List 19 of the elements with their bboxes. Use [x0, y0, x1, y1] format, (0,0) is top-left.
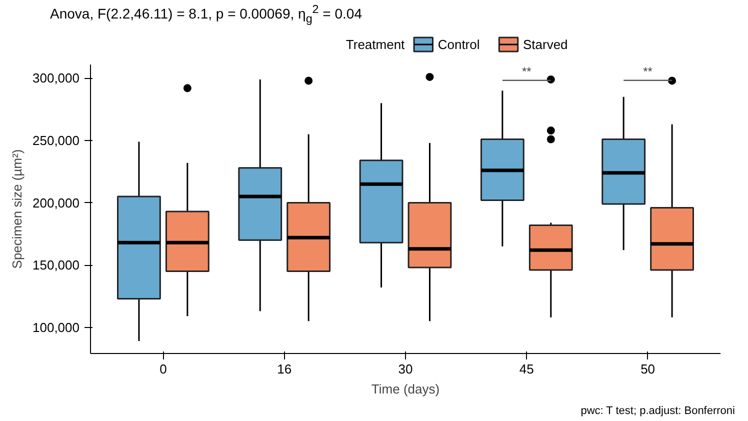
annotation: ** [643, 64, 653, 78]
x-tick-label: 30 [398, 362, 413, 376]
y-axis-title: Specimen size (µm²) [10, 149, 25, 269]
y-tick-label: 300,000 [32, 70, 80, 86]
legend-title: Treatment [346, 37, 406, 52]
x-tick-label: 0 [160, 362, 167, 376]
x-tick-label: 16 [277, 362, 292, 376]
text: pwc: T test; p.adjust: Bonferroni [580, 404, 735, 419]
x-axis-title: Time (days) [371, 382, 440, 396]
y-tick-label: 250,000 [32, 132, 80, 148]
x-tick-label: 45 [519, 362, 534, 376]
y-tick-label: 200,000 [32, 195, 80, 210]
chart-title: Anova, F(2.2,46.11) = 8.1, p = 0.00069, η$_{g}$$^{2}$ = 0.04 [50, 2, 362, 28]
y-tick-label: 100,000 [32, 320, 80, 335]
annotation: ** [522, 64, 532, 78]
legend-label: Control [438, 37, 480, 52]
y-tick-label: 150,000 [32, 258, 80, 273]
x-tick-label: 50 [640, 362, 656, 376]
legend-label: Starved [522, 37, 568, 52]
